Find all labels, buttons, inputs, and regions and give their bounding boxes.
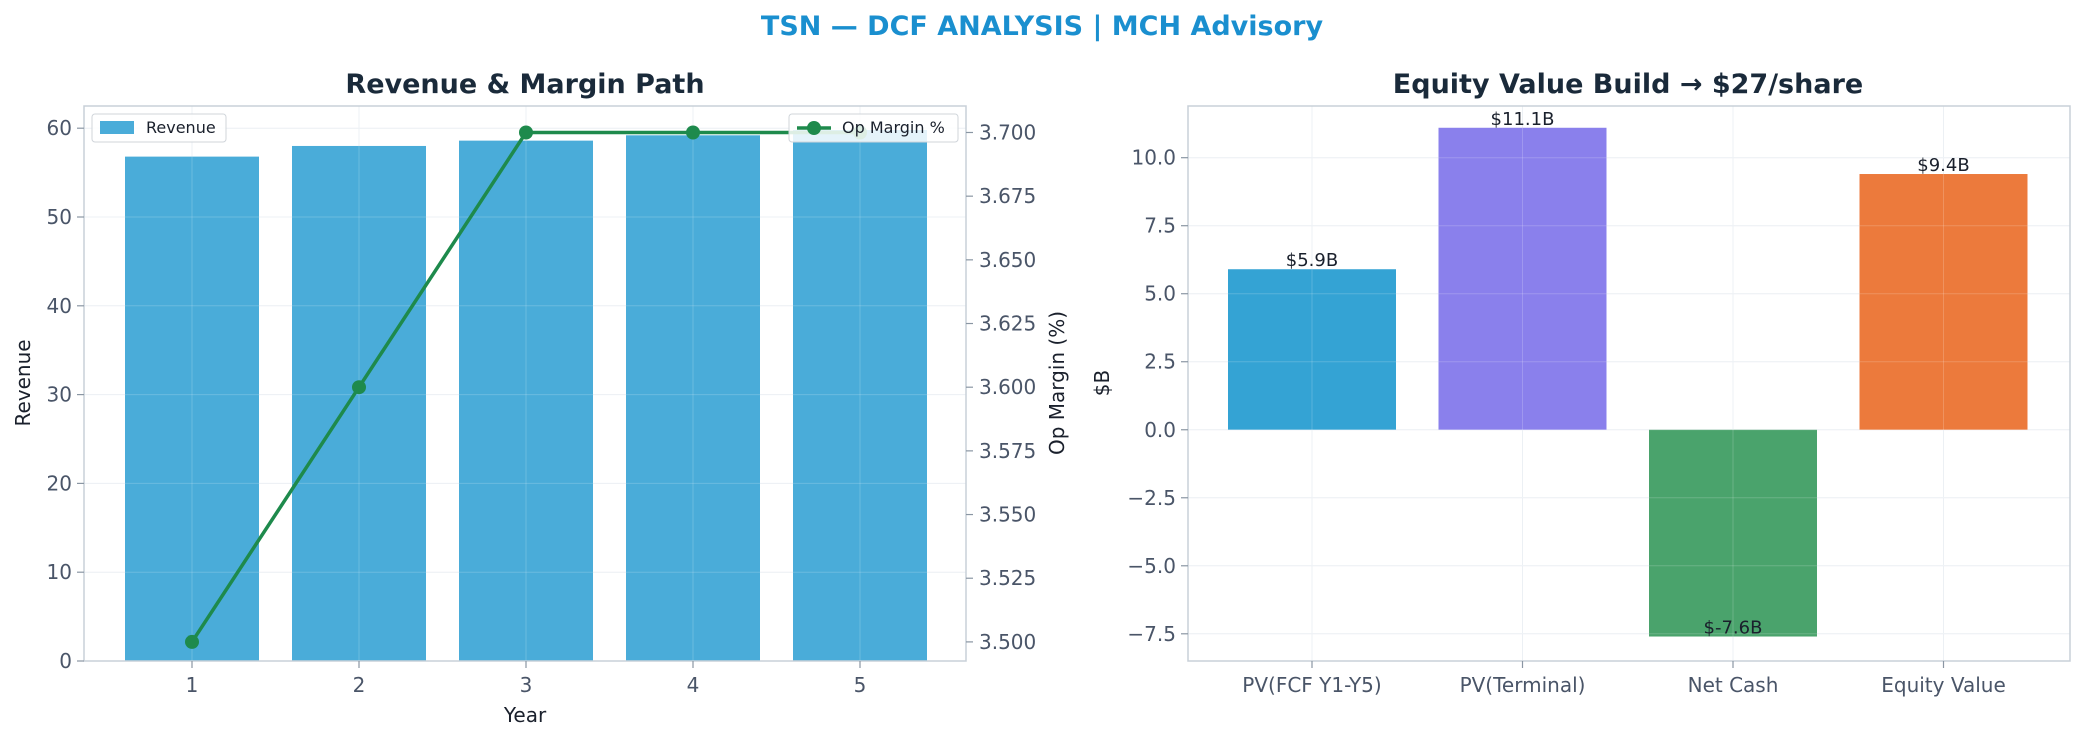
right-chart-y-tick-label: 0.0 [1144,418,1176,442]
right-y-tick-label: 3.625 [979,312,1036,336]
equity-bar-label: $11.1B [1491,109,1555,130]
left-y-ticks: 0 10 20 30 40 50 60 [47,116,84,673]
right-chart-x-tick-label: Equity Value [1881,673,2006,697]
left-x-tick-label: 2 [353,673,366,697]
legend-op-margin: Op Margin % [788,113,959,143]
revenue-bars [84,106,966,662]
left-x-tick-label: 4 [687,673,700,697]
right-chart-y-tick-label: 2.5 [1144,350,1176,374]
equity-bar-grid-overlay [1188,106,2070,661]
op-margin-point [352,380,366,395]
left-xlabel: Year [503,703,547,727]
right-y-tick-label: 3.600 [979,375,1036,399]
legend-revenue-swatch [100,121,134,134]
revenue-bar [793,129,927,661]
right-chart-y-tick-label: 7.5 [1144,214,1176,238]
left-x-ticks: 1 2 3 4 5 [186,661,867,697]
equity-bars [1188,106,2070,661]
right-y-tick-label: 3.650 [979,248,1036,272]
revenue-bar [459,140,593,661]
right-y-tick-label: 3.500 [979,630,1036,654]
revenue-bar [626,135,760,661]
equity-bar [1438,127,1607,430]
right-chart-x-tick-label: PV(Terminal) [1460,673,1586,697]
left-y-tick-label: 30 [47,383,72,407]
left-plot-frame [83,105,967,662]
revenue-bar [292,145,426,661]
op-margin-point [185,634,199,649]
right-chart-y-ticks: −7.5 −5.0 −2.5 0.0 2.5 5.0 7.5 10.0 [1127,146,1188,646]
right-chart-title: Equity Value Build → $27/share [1393,69,1863,100]
right-y-tick-label: 3.525 [979,566,1036,590]
equity-bar [1649,429,1817,637]
right-y-tick-label: 3.700 [979,120,1036,144]
right-chart-y-tick-label: −5.0 [1127,554,1176,578]
left-y-tick-label: 10 [47,560,72,584]
right-y-ticks: 3.500 3.525 3.550 3.575 3.600 3.625 3.650 3.675… [966,120,1036,654]
right-chart-x-ticks: PV(FCF Y1-Y5) PV(Terminal) Net Cash Equity … [1242,661,2006,697]
equity-value-chart: Equity Value Build → $27/share −7.5−5.0−… [1090,69,2071,697]
left-y-tick-label: 40 [47,294,72,318]
right-plot-frame [1187,105,2071,662]
right-chart-x-tick-label: PV(FCF Y1-Y5) [1242,673,1381,697]
equity-bar-label: $5.9B [1286,250,1338,271]
legend-revenue-label: Revenue [146,118,216,137]
equity-bar [1859,174,2028,430]
right-y-tick-label: 3.575 [979,439,1036,463]
legend-op-margin-label: Op Margin % [842,118,945,137]
equity-bar-label: $9.4B [1917,155,1969,176]
left-ylabel: Revenue [11,339,35,426]
right-chart-y-tick-label: 5.0 [1144,282,1176,306]
figure-suptitle: TSN — DCF ANALYSIS | MCH Advisory [761,11,1324,42]
right-y-tick-label: 3.550 [979,503,1036,527]
left-chart-title: Revenue & Margin Path [345,69,704,100]
revenue-margin-chart: Revenue & Margin Path 0 10 20 30 40 50 60 3.50… [11,69,1069,727]
left-x-tick-label: 3 [520,673,533,697]
right-chart-y-tick-label: −2.5 [1127,486,1176,510]
right-chart-x-tick-label: Net Cash [1688,673,1779,697]
equity-bar-label: $-7.6B [1704,618,1763,639]
left-y-tick-label: 20 [47,471,72,495]
right-chart-y-tick-label: 10.0 [1131,146,1176,170]
left-y2label: Op Margin (%) [1045,311,1069,455]
op-margin-point [519,125,533,140]
right-y-tick-label: 3.675 [979,184,1036,208]
equity-bar [1228,269,1396,430]
op-margin-point [686,125,700,140]
legend-revenue: Revenue [91,113,227,143]
equity-data-labels: $5.9B $11.1B $-7.6B $9.4B [1286,109,1970,639]
legend-op-margin-box [788,113,959,143]
legend-op-margin-marker [807,121,821,135]
left-y-tick-label: 50 [47,205,72,229]
left-y-tick-label: 60 [47,116,72,140]
left-x-tick-label: 1 [186,673,199,697]
right-chart-y-tick-label: −7.5 [1127,622,1176,646]
left-x-tick-label: 5 [854,673,867,697]
right-ylabel: $B [1090,370,1114,396]
left-y-tick-label: 0 [59,649,72,673]
